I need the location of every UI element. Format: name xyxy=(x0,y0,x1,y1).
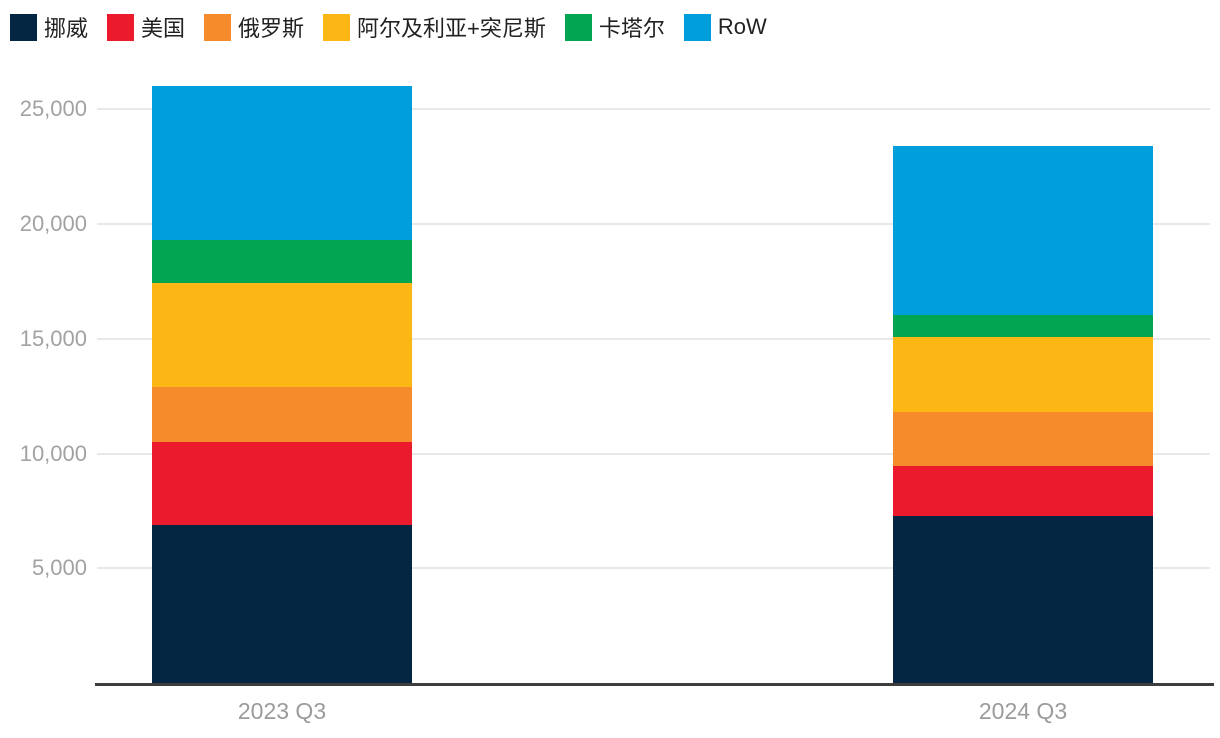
legend-swatch-icon xyxy=(683,13,711,41)
gridline xyxy=(97,452,1210,455)
bar-segment-0-3[interactable] xyxy=(152,283,412,388)
bar-segment-0-0[interactable] xyxy=(152,524,412,683)
gridline xyxy=(97,567,1210,570)
gridline xyxy=(97,223,1210,225)
legend-item-2[interactable]: 俄罗斯 xyxy=(204,11,304,43)
bar-segment-1-0[interactable] xyxy=(893,516,1153,683)
y-tick-label: 15,000 xyxy=(19,325,87,351)
legend-swatch-icon xyxy=(564,13,592,41)
legend-label: 阿尔及利亚+突尼斯 xyxy=(357,16,546,41)
bar-segment-1-3[interactable] xyxy=(893,336,1153,413)
legend-item-5[interactable]: RoW xyxy=(683,13,767,41)
bar-segment-1-1[interactable] xyxy=(893,465,1153,517)
bar-segment-0-4[interactable] xyxy=(152,240,412,284)
legend-label: 挪威 xyxy=(44,16,89,41)
bar-segment-1-5[interactable] xyxy=(893,145,1153,316)
bar-segment-1-4[interactable] xyxy=(893,315,1153,337)
x-tick-label: 2023 Q3 xyxy=(237,698,327,724)
gridline xyxy=(97,337,1210,340)
legend-swatch-icon xyxy=(10,13,37,41)
legend-label: RoW xyxy=(717,14,767,39)
legend-label: 俄罗斯 xyxy=(238,16,305,41)
y-tick-label: 20,000 xyxy=(19,211,87,236)
legend-swatch-icon xyxy=(323,13,351,41)
legend-label: 卡塔尔 xyxy=(598,16,665,41)
legend-item-0[interactable]: 挪威 xyxy=(10,11,88,43)
x-axis-line xyxy=(95,683,1214,686)
y-tick-label: 10,000 xyxy=(19,440,87,466)
bar-segment-0-1[interactable] xyxy=(152,441,412,525)
bar-segment-0-5[interactable] xyxy=(152,86,412,241)
gridline xyxy=(97,108,1210,111)
y-tick-label: 5,000 xyxy=(31,555,87,581)
legend-swatch-icon xyxy=(107,13,135,41)
bar-segment-1-2[interactable] xyxy=(893,412,1153,466)
x-tick-label: 2024 Q3 xyxy=(978,698,1068,724)
legend-item-1[interactable]: 美国 xyxy=(107,11,185,43)
chart-legend: 挪威 美国 俄罗斯 阿尔及利亚+突尼斯 卡塔尔 RoW xyxy=(10,11,767,43)
y-tick-label: 25,000 xyxy=(19,96,87,122)
legend-item-4[interactable]: 卡塔尔 xyxy=(564,11,665,43)
legend-swatch-icon xyxy=(204,13,232,41)
legend-label: 美国 xyxy=(141,16,186,41)
bar-segment-0-2[interactable] xyxy=(152,387,412,442)
legend-item-3[interactable]: 阿尔及利亚+突尼斯 xyxy=(323,11,546,43)
